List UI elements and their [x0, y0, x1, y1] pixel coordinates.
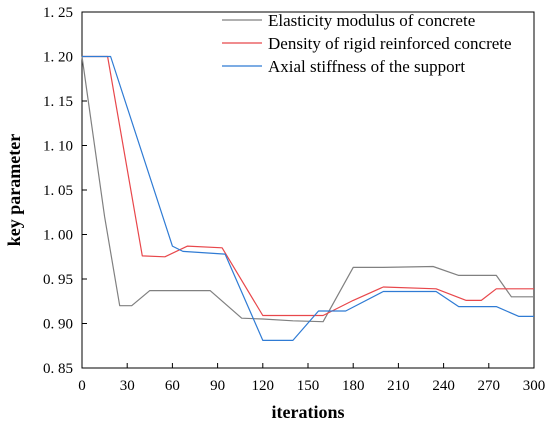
x-tick-label: 30: [120, 378, 135, 394]
x-axis: 0 30 60 90 120 150 180 210 240 270 300: [78, 363, 545, 394]
y-tick-label: 0. 85: [43, 361, 73, 377]
y-tick-label: 0. 95: [43, 272, 73, 288]
x-axis-title: iterations: [272, 402, 345, 422]
series-line-3: [82, 55, 534, 341]
x-tick-label: 90: [210, 378, 225, 394]
y-tick-label: 0. 90: [43, 317, 73, 333]
x-tick-label: 120: [252, 378, 275, 394]
x-tick-label: 210: [387, 378, 410, 394]
x-tick-label: 270: [478, 378, 501, 394]
y-tick-label: 1. 20: [43, 50, 73, 66]
x-tick-label: 0: [78, 378, 86, 394]
legend-label: Axial stiffness of the support: [268, 57, 465, 76]
y-tick-label: 1. 05: [43, 183, 73, 199]
series-layer: [81, 55, 534, 341]
y-tick-label: 1. 00: [43, 228, 73, 244]
legend: Elasticity modulus of concrete Density of…: [222, 11, 512, 76]
x-tick-label: 240: [432, 378, 455, 394]
series-line-2: [82, 55, 534, 317]
x-tick-label: 60: [165, 378, 180, 394]
legend-label: Density of rigid reinforced concrete: [268, 34, 512, 53]
y-tick-label: 1. 25: [43, 5, 73, 21]
y-tick-label: 1. 15: [43, 94, 73, 110]
legend-label: Elasticity modulus of concrete: [268, 11, 475, 30]
y-tick-label: 1. 10: [43, 139, 73, 155]
x-tick-label: 150: [297, 378, 320, 394]
series-line-1: [81, 56, 534, 323]
x-tick-label: 300: [523, 378, 546, 394]
y-axis: 0. 85 0. 90 0. 95 1. 00 1. 05 1. 10 1. 15 1. 20…: [43, 5, 87, 377]
y-axis-title: key parameter: [4, 134, 24, 246]
x-tick-label: 180: [342, 378, 365, 394]
